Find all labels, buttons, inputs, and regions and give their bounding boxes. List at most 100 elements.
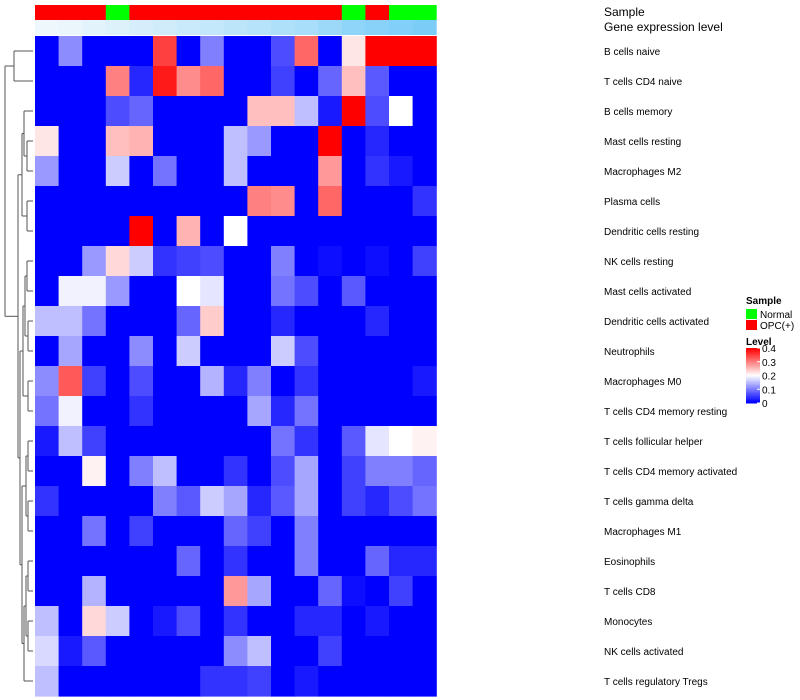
heatmap-cell <box>153 636 178 667</box>
heatmap-cell <box>105 246 130 277</box>
heatmap-cell <box>412 186 437 217</box>
heatmap-cell <box>58 306 83 337</box>
heatmap-cell <box>389 396 414 427</box>
heatmap-cell <box>341 396 366 427</box>
heatmap-cell <box>82 396 107 427</box>
heatmap-cell <box>389 36 414 67</box>
heatmap-cell <box>341 366 366 397</box>
heatmap-cell <box>389 426 414 457</box>
row-label: NK cells resting <box>604 257 673 268</box>
sample-annotation-cell <box>341 5 366 20</box>
heatmap-cell <box>389 156 414 187</box>
heatmap-cell <box>200 276 225 307</box>
heatmap-cell <box>129 576 154 607</box>
heatmap-cell <box>223 276 248 307</box>
heatmap-cell <box>365 66 390 97</box>
colorbar-segment <box>746 394 760 397</box>
heatmap-cell <box>58 636 83 667</box>
heatmap-cell <box>412 306 437 337</box>
heatmap-cell <box>389 366 414 397</box>
heatmap-cell <box>389 276 414 307</box>
expression-annotation-cell <box>58 20 83 35</box>
colorbar-segment <box>746 360 760 363</box>
heatmap-cell <box>105 126 130 157</box>
colorbar-segment <box>746 387 760 390</box>
heatmap-cell <box>176 126 201 157</box>
heatmap-cell <box>105 276 130 307</box>
heatmap-cell <box>412 126 437 157</box>
colorbar-segment <box>746 393 760 396</box>
heatmap-cell <box>247 216 272 247</box>
colorbar-tick-label: 0.4 <box>762 344 776 355</box>
colorbar-segment <box>746 401 760 404</box>
heatmap-cell <box>365 36 390 67</box>
heatmap-cell <box>389 486 414 517</box>
row-label: Macrophages M2 <box>604 167 682 178</box>
expression-annotation-cell <box>129 20 154 35</box>
heatmap-cell <box>35 366 60 397</box>
heatmap-cell <box>35 216 60 247</box>
heatmap-cell <box>153 156 178 187</box>
heatmap-cell <box>318 276 343 307</box>
heatmap-cell <box>82 426 107 457</box>
heatmap-cell <box>318 546 343 577</box>
heatmap-cell <box>294 576 319 607</box>
heatmap-cell <box>341 486 366 517</box>
expression-annotation-cell <box>341 20 366 35</box>
colorbar-segment <box>746 353 760 356</box>
heatmap-cell <box>105 186 130 217</box>
heatmap-cell <box>58 36 83 67</box>
heatmap-cell <box>247 666 272 697</box>
heatmap-cell <box>35 306 60 337</box>
row-labels: B cells naive T cells CD4 naive B cells me… <box>604 47 737 688</box>
heatmap-cell <box>176 156 201 187</box>
heatmap-cell <box>341 96 366 127</box>
heatmap-cell <box>176 96 201 127</box>
heatmap-cell <box>318 126 343 157</box>
heatmap-cell <box>294 126 319 157</box>
heatmap-cell <box>294 666 319 697</box>
heatmap-cell <box>200 366 225 397</box>
heatmap-cell <box>176 606 201 637</box>
heatmap-cell <box>129 156 154 187</box>
colorbar-segment <box>746 349 760 352</box>
heatmap-cell <box>294 396 319 427</box>
heatmap-cell <box>153 36 178 67</box>
heatmap-cell <box>105 66 130 97</box>
sample-annotation-cell <box>271 5 296 20</box>
heatmap-cell <box>318 636 343 667</box>
heatmap-cell <box>341 156 366 187</box>
heatmap-cell <box>341 666 366 697</box>
heatmap-cell <box>105 36 130 67</box>
heatmap-cell <box>318 336 343 367</box>
heatmap-cell <box>365 636 390 667</box>
heatmap-cell <box>153 66 178 97</box>
heatmap-cell <box>412 516 437 547</box>
colorbar-segment <box>746 350 760 353</box>
expression-annotation-cell <box>365 20 390 35</box>
row-label: T cells CD4 memory resting <box>604 407 727 418</box>
heatmap-cell <box>247 186 272 217</box>
heatmap-cell <box>105 486 130 517</box>
heatmap-cell <box>247 426 272 457</box>
heatmap-cell <box>341 336 366 367</box>
heatmap-cell <box>294 306 319 337</box>
heatmap-cell <box>365 366 390 397</box>
sample-annotation-cell <box>129 5 154 20</box>
heatmap-cell <box>271 186 296 217</box>
heatmap-cell <box>271 66 296 97</box>
colorbar-segment <box>746 390 760 393</box>
expression-annotation-cell <box>223 20 248 35</box>
row-dendrogram <box>4 50 33 682</box>
colorbar-segment <box>746 375 760 378</box>
heatmap-cell <box>153 216 178 247</box>
heatmap-cell <box>200 336 225 367</box>
heatmap-cell <box>223 36 248 67</box>
heatmap-cell <box>58 96 83 127</box>
heatmap-cell <box>58 426 83 457</box>
heatmap-cell <box>318 396 343 427</box>
heatmap-cell <box>318 186 343 217</box>
heatmap-cell <box>200 186 225 217</box>
heatmap-cell <box>129 216 154 247</box>
